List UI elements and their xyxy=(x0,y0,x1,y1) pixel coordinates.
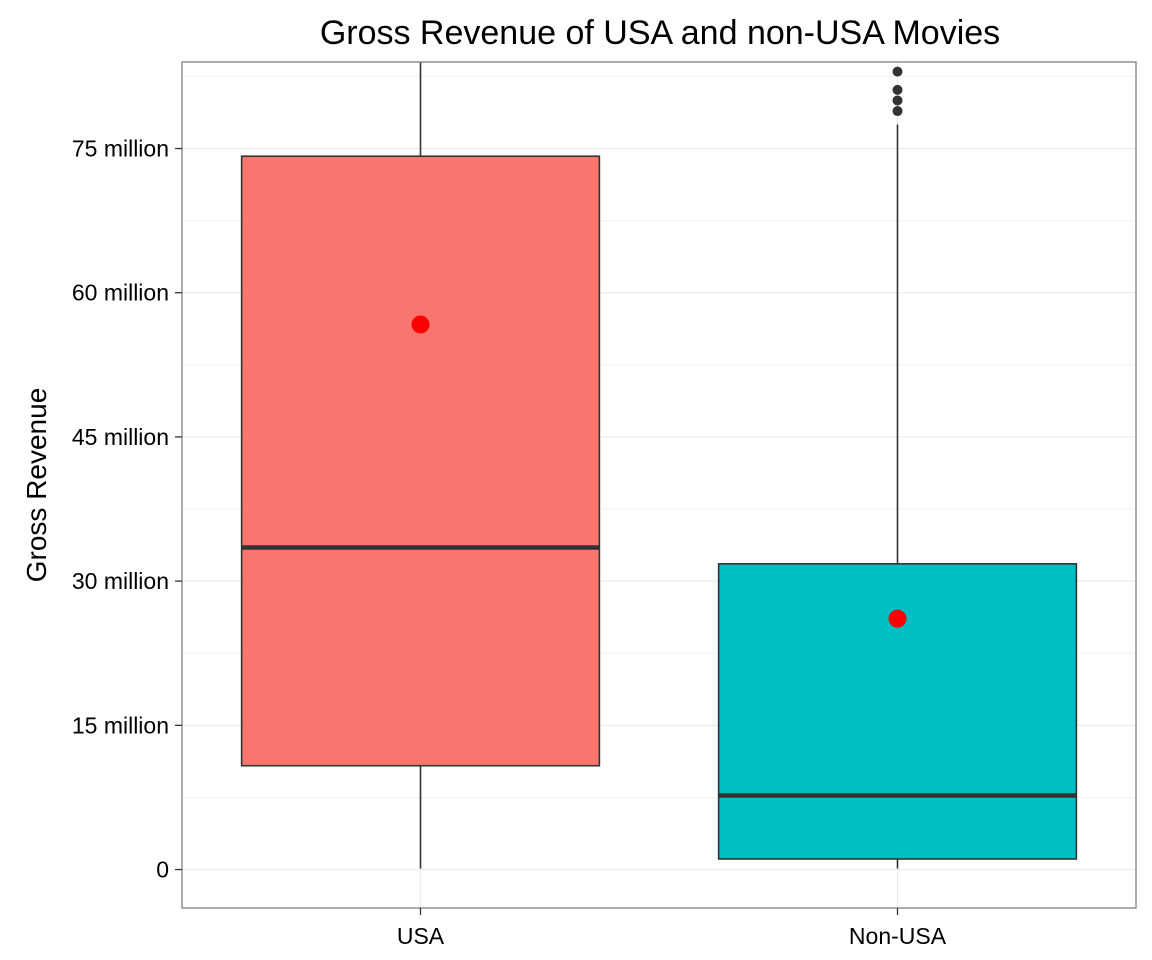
outlier-point xyxy=(892,84,903,95)
box xyxy=(240,155,601,767)
box-series xyxy=(240,62,1078,869)
plot-border xyxy=(181,61,1137,909)
outlier-point xyxy=(892,66,903,77)
box-group-non-usa xyxy=(717,66,1078,869)
outlier-point xyxy=(892,106,903,117)
box-group-usa xyxy=(240,62,601,869)
mean-point xyxy=(888,609,907,628)
mean-point xyxy=(411,315,430,334)
x-tick-label: Non-USA xyxy=(849,923,947,949)
y-axis: 0 15 million 30 million 45 million 60 millio… xyxy=(72,136,182,883)
outlier-point xyxy=(892,95,903,106)
x-axis: USA Non-USA xyxy=(397,908,947,949)
box xyxy=(717,563,1078,860)
y-tick-label: 75 million xyxy=(72,136,169,162)
y-tick-label: 60 million xyxy=(72,280,169,306)
y-tick-label: 30 million xyxy=(72,568,169,594)
y-tick-label: 0 xyxy=(156,857,169,883)
x-tick-label: USA xyxy=(397,923,445,949)
y-axis-title: Gross Revenue xyxy=(21,388,52,583)
chart-title: Gross Revenue of USA and non-USA Movies xyxy=(320,14,1000,52)
y-tick-label: 15 million xyxy=(72,712,169,738)
y-tick-label: 45 million xyxy=(72,424,169,450)
